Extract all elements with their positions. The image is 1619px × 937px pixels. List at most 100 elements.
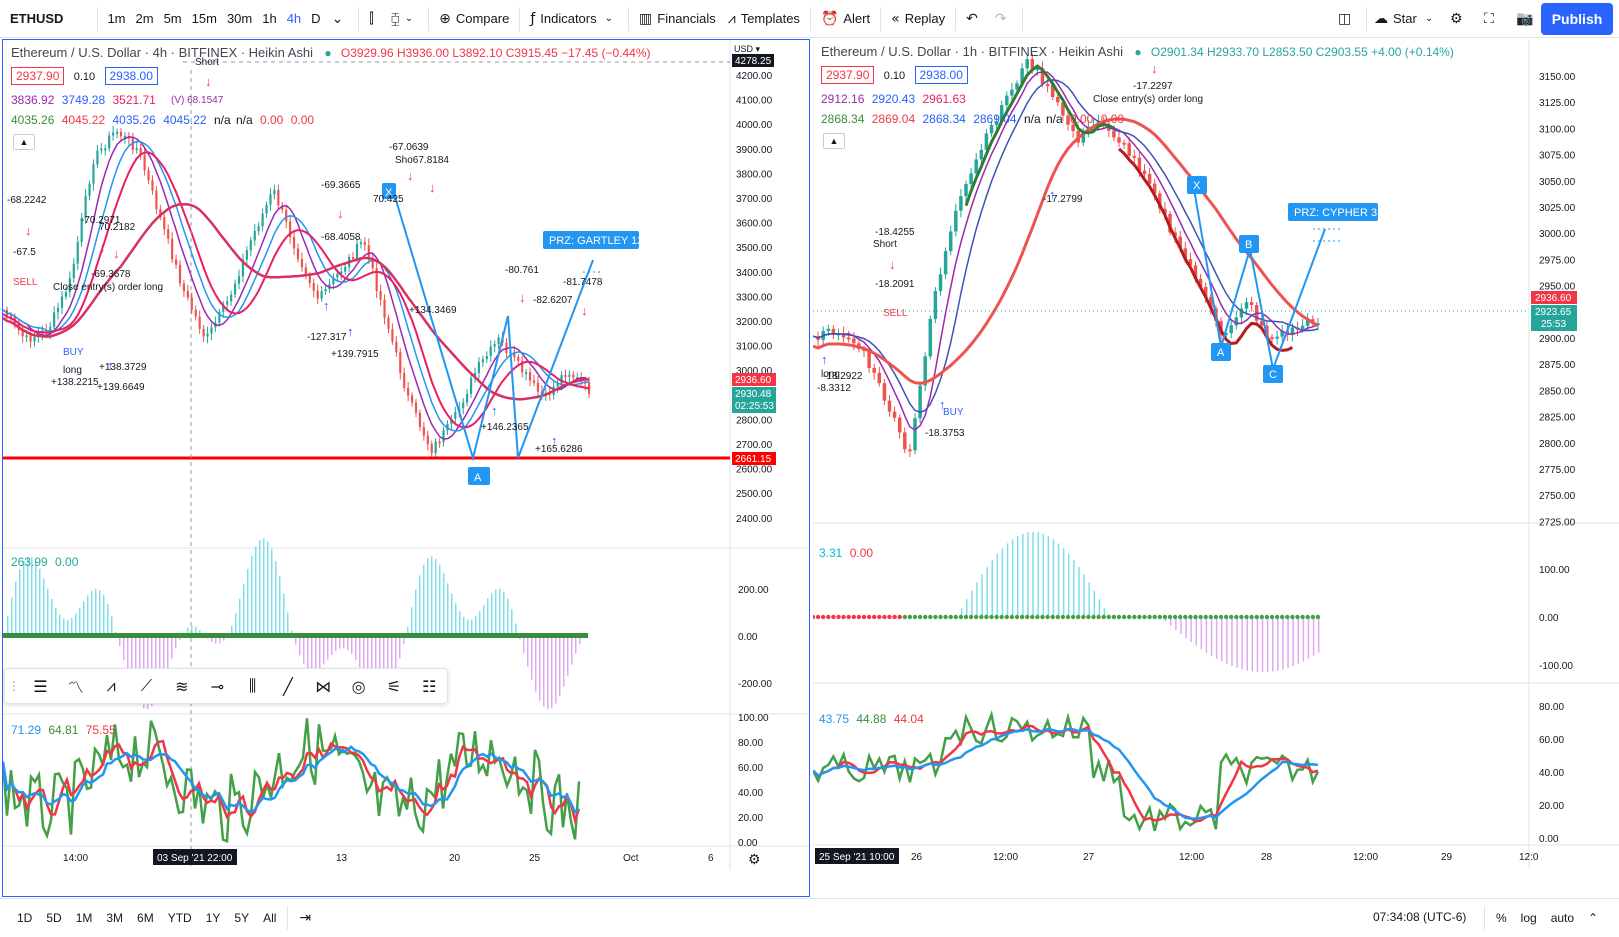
mid-price: 2930.48 <box>735 389 772 400</box>
ma-value: 0.00 <box>260 113 283 127</box>
osc1-bar <box>243 584 245 636</box>
financials-button[interactable]: ▥Financials <box>633 0 722 38</box>
range-3m[interactable]: 3M <box>99 911 130 925</box>
range-6m[interactable]: 6M <box>130 911 161 925</box>
timeframe-15m[interactable]: 15m <box>187 0 222 38</box>
timeframe-1m[interactable]: 1m <box>102 0 130 38</box>
right-heikin-candle <box>964 184 968 196</box>
osc1-dot <box>1142 615 1146 619</box>
horizontal-lines-icon[interactable]: ☰ <box>23 677 58 696</box>
drag-handle-icon[interactable]: ⋮ <box>5 679 23 693</box>
range-5d[interactable]: 5D <box>39 911 68 925</box>
trade-annotation: -17.2297 <box>1133 81 1173 92</box>
right-bid-button[interactable]: 2937.90 <box>821 66 874 84</box>
left-heikin-candle <box>144 155 146 170</box>
left-heikin-candle <box>439 441 441 443</box>
range-ytd[interactable]: YTD <box>161 911 199 925</box>
bar-style-icon[interactable]: ⫿ <box>363 0 384 38</box>
right-chart-canvas[interactable]: 3150.003125.003100.003075.003050.003025.… <box>813 39 1619 897</box>
star-button[interactable]: ☁Star⌄ <box>1368 0 1444 38</box>
timeframe-30m[interactable]: 30m <box>222 0 257 38</box>
wave-pattern-icon[interactable]: 〽 <box>58 674 93 698</box>
clock-display[interactable]: 07:34:08 (UTC-6) <box>1366 910 1473 924</box>
timeframe-4h[interactable]: 4h <box>282 0 306 38</box>
osc-value: 0.00 <box>850 546 873 560</box>
layout-icon[interactable]: ◫ <box>1332 0 1362 38</box>
left-heikin-candle <box>572 375 574 378</box>
left-heikin-candle <box>226 301 228 304</box>
timeframe-1h[interactable]: 1h <box>257 0 281 38</box>
osc1-bar <box>1216 617 1218 659</box>
fib-icon[interactable]: ≋ <box>164 677 199 696</box>
columns-icon[interactable]: ⫼ <box>235 676 270 696</box>
divider <box>955 7 956 31</box>
right-ask-button[interactable]: 2938.00 <box>915 66 968 84</box>
replay-button[interactable]: «Replay <box>885 0 951 38</box>
timeframe-2m[interactable]: 2m <box>131 0 159 38</box>
collapse-legend-button[interactable]: ▲ <box>13 134 35 150</box>
expand-icon[interactable]: ⌃ <box>1581 911 1605 925</box>
prz-label: PRZ: CYPHER 3 <box>1294 207 1377 219</box>
right-heikin-candle <box>929 319 933 356</box>
range-5y[interactable]: 5Y <box>227 911 256 925</box>
circle-icon[interactable]: ◎ <box>341 677 376 696</box>
auto-toggle[interactable]: auto <box>1544 911 1581 925</box>
redo-icon[interactable]: ↷ <box>989 0 1018 38</box>
osc1-dot <box>1040 615 1044 619</box>
goto-date-icon[interactable]: ⇥ <box>292 910 318 926</box>
left-chart-pane[interactable]: 4278.254200.004100.004000.003900.003800.… <box>2 39 810 897</box>
range-1y[interactable]: 1Y <box>199 911 228 925</box>
log-toggle[interactable]: log <box>1514 911 1544 925</box>
left-osc1-legend: 263.99 0.00 <box>11 555 78 569</box>
ma-value: n/a <box>1024 112 1041 126</box>
trade-annotation: BUY <box>943 407 964 418</box>
camera-icon[interactable]: 📷 <box>1510 0 1544 38</box>
range-all[interactable]: All <box>256 911 283 925</box>
timeframe-dropdown-icon[interactable]: ⌄ <box>326 0 355 38</box>
symbol-search[interactable]: ETHUSD <box>0 0 93 38</box>
settings-sliders-icon[interactable]: ☷ <box>412 677 447 696</box>
support-price: 2661.15 <box>735 454 772 465</box>
candle-style-icon[interactable]: ⧮⌄ <box>385 0 424 38</box>
trend-line-icon[interactable]: ⟋ <box>129 676 164 696</box>
osc1-bar <box>123 636 125 660</box>
range-1m[interactable]: 1M <box>69 911 100 925</box>
ma-value: 4045.22 <box>163 113 206 127</box>
alert-button[interactable]: ⏰Alert <box>815 0 876 38</box>
range-1d[interactable]: 1D <box>10 911 39 925</box>
left-spread: 0.10 <box>74 71 95 83</box>
left-chart-canvas[interactable]: 4278.254200.004100.004000.003900.003800.… <box>3 40 809 896</box>
abc-pattern-icon[interactable]: ⩘ <box>93 676 128 696</box>
osc1-dot <box>1122 615 1126 619</box>
undo-icon[interactable]: ↶ <box>960 0 989 38</box>
price-tick: 3150.00 <box>1539 72 1576 83</box>
osc1-bar <box>1099 599 1101 617</box>
fullscreen-icon[interactable]: ⛶ <box>1478 0 1505 38</box>
settings-icon[interactable]: ⚙ <box>1444 0 1474 38</box>
left-ask-button[interactable]: 2938.00 <box>105 67 158 85</box>
osc1-dot <box>852 615 856 619</box>
replay-label: Replay <box>905 11 945 26</box>
timeframe-d[interactable]: D <box>306 0 325 38</box>
osc2-tick: 60.00 <box>1539 735 1564 746</box>
sliders-icon[interactable]: ⚟ <box>376 677 411 696</box>
collapse-legend-button[interactable]: ▲ <box>823 133 845 149</box>
osc1-bar <box>971 591 973 617</box>
xabcd-pattern-icon[interactable]: ⋈ <box>306 677 341 696</box>
left-bid-button[interactable]: 2937.90 <box>11 67 64 85</box>
sell-arrow: ↓ <box>113 246 120 261</box>
timeframe-5m[interactable]: 5m <box>159 0 187 38</box>
drawing-toolbar: ⋮ ☰ 〽 ⩘ ⟋ ≋ ⊸ ⫼ ╱ ⋈ ◎ ⚟ ☷ <box>4 668 448 704</box>
range-icon[interactable]: ⊸ <box>199 677 234 696</box>
osc2-tick: 40.00 <box>738 788 763 799</box>
left-heikin-candle <box>352 257 354 259</box>
compare-button[interactable]: ⊕Compare <box>433 0 515 38</box>
line-icon[interactable]: ╱ <box>270 677 305 696</box>
templates-button[interactable]: ⩘Templates <box>722 0 806 38</box>
osc1-dot <box>994 615 998 619</box>
publish-button[interactable]: Publish <box>1541 3 1613 35</box>
right-heikin-candle <box>1245 302 1249 309</box>
percent-toggle[interactable]: % <box>1489 911 1514 925</box>
